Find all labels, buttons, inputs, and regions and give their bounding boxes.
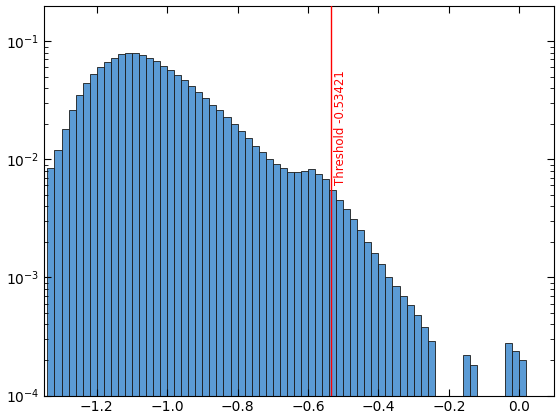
Bar xyxy=(174,75,181,420)
Bar xyxy=(62,129,68,420)
Bar xyxy=(76,95,83,420)
Bar xyxy=(160,66,167,420)
Bar xyxy=(259,152,266,420)
Bar xyxy=(322,179,329,420)
Bar xyxy=(273,163,280,420)
Bar xyxy=(181,80,188,420)
Text: Threshold -0.53421: Threshold -0.53421 xyxy=(334,71,347,186)
Bar xyxy=(202,98,209,420)
Bar xyxy=(512,351,519,420)
Bar xyxy=(83,83,90,420)
Bar xyxy=(371,253,379,420)
Bar xyxy=(139,55,146,420)
Bar xyxy=(350,219,357,420)
Bar xyxy=(195,92,202,420)
Bar xyxy=(97,67,104,420)
Bar xyxy=(104,63,111,420)
Bar xyxy=(365,242,371,420)
Bar xyxy=(188,86,195,420)
Bar xyxy=(505,343,512,420)
Bar xyxy=(280,168,287,420)
Bar xyxy=(308,169,315,420)
Bar xyxy=(428,341,435,420)
Bar xyxy=(407,305,414,420)
Bar xyxy=(329,190,336,420)
Bar xyxy=(301,171,308,420)
Bar xyxy=(393,286,399,420)
Bar xyxy=(153,61,160,420)
Bar xyxy=(379,264,385,420)
Bar xyxy=(146,58,153,420)
Bar xyxy=(343,209,350,420)
Bar xyxy=(421,327,428,420)
Bar xyxy=(519,360,526,420)
Bar xyxy=(54,150,62,420)
Bar xyxy=(414,315,421,420)
Bar xyxy=(216,110,223,420)
Bar xyxy=(315,174,322,420)
Bar xyxy=(231,124,237,420)
Bar xyxy=(294,172,301,420)
Bar xyxy=(132,53,139,420)
Bar xyxy=(336,200,343,420)
Bar xyxy=(385,278,393,420)
Bar xyxy=(111,58,118,420)
Bar xyxy=(90,74,97,420)
Bar xyxy=(237,131,245,420)
Bar xyxy=(399,296,407,420)
Bar xyxy=(357,231,365,420)
Bar xyxy=(245,139,251,420)
Bar xyxy=(223,116,231,420)
Bar xyxy=(125,52,132,420)
Bar xyxy=(287,172,294,420)
Bar xyxy=(209,105,216,420)
Bar xyxy=(68,110,76,420)
Bar xyxy=(463,355,470,420)
Bar xyxy=(266,159,273,420)
Bar xyxy=(118,54,125,420)
Bar xyxy=(167,70,174,420)
Bar xyxy=(251,146,259,420)
Bar xyxy=(48,168,54,420)
Bar xyxy=(470,365,477,420)
